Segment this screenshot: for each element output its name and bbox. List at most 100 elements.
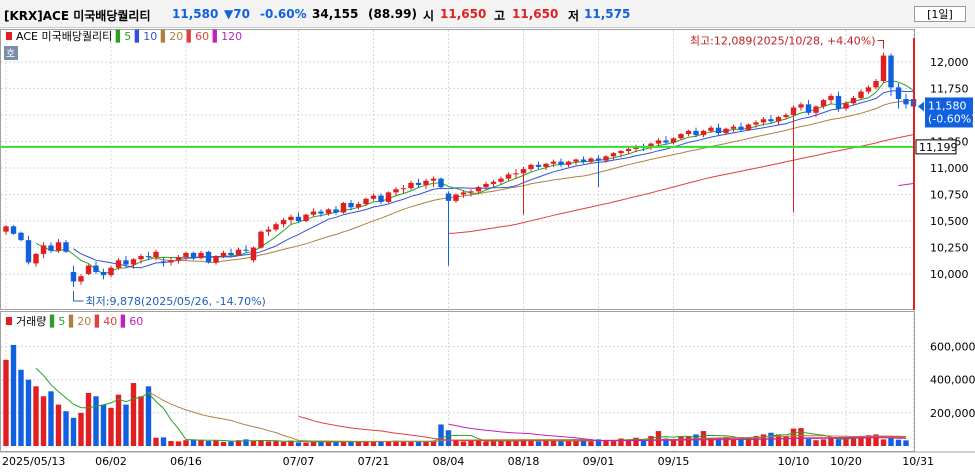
candle-body — [33, 253, 39, 264]
volume-legend-name: 거래량 — [16, 315, 46, 328]
volume-bar — [475, 440, 482, 446]
volume-bar — [123, 404, 129, 446]
volume-bar — [228, 441, 234, 446]
candle-body — [385, 192, 392, 202]
candle-body — [445, 193, 452, 201]
candle-body — [468, 191, 474, 193]
price-legend-ma: ▌20 — [157, 29, 183, 43]
volume-bar — [565, 440, 572, 446]
candle-body — [160, 261, 167, 263]
volume-bar — [760, 434, 767, 446]
volume-bar — [40, 396, 47, 446]
candle-body — [490, 181, 497, 184]
candle-body — [25, 240, 32, 263]
last-price-label: 11,580 — [928, 99, 967, 112]
candle-body — [190, 252, 197, 259]
candle-body — [70, 271, 77, 282]
candle-body — [775, 117, 782, 122]
volume-bar — [520, 439, 527, 446]
candle-body — [723, 128, 729, 133]
volume-bar — [63, 411, 69, 446]
candle-body — [663, 140, 669, 143]
volume-bar — [430, 440, 437, 446]
candle-body — [370, 195, 377, 199]
volume-bar — [3, 359, 9, 446]
candle-body — [10, 226, 17, 234]
price-axis-tick: 11,000 — [930, 162, 969, 175]
volume-bar — [168, 441, 174, 446]
candle-body — [205, 251, 212, 263]
date-axis-tick: 07/07 — [283, 455, 315, 468]
candle-body — [115, 260, 122, 268]
candle-body — [520, 169, 527, 174]
volume-bar — [78, 412, 84, 446]
hoga-button — [4, 46, 18, 60]
volume-bar — [708, 438, 714, 446]
volume-bar — [205, 441, 212, 446]
volume-bar — [745, 437, 752, 446]
open-value: 11,650 — [440, 7, 487, 21]
date-axis-tick: 10/10 — [778, 455, 810, 468]
instrument-code[interactable]: [KRX]ACE 미국배당퀄리티 — [4, 9, 151, 23]
candle-body — [78, 276, 84, 282]
volume-legend-ma: ▌5 — [46, 314, 65, 328]
candle-body — [850, 97, 857, 104]
volume-bar — [18, 369, 24, 446]
candle-body — [820, 100, 827, 107]
candle-body — [400, 188, 407, 190]
open-label: 시 — [423, 9, 435, 23]
candle-body — [790, 107, 797, 115]
price-change: ▼70 — [224, 7, 250, 21]
volume-bar — [648, 436, 654, 446]
volume-bar — [93, 396, 99, 446]
candle-body — [595, 158, 602, 161]
candle-body — [903, 99, 909, 105]
candle-body — [880, 55, 887, 82]
price-legend-swatch — [6, 32, 12, 40]
candle-body — [310, 211, 317, 215]
volume-bar — [348, 441, 354, 446]
price-axis-tick: 10,500 — [930, 215, 969, 228]
period-selector[interactable]: [1일] — [914, 6, 966, 22]
price-axis-tick: 10,250 — [930, 242, 969, 255]
volume-bar — [333, 442, 339, 446]
candle-body — [505, 174, 512, 179]
volume-bar — [828, 438, 834, 446]
candle-body — [573, 159, 579, 162]
date-axis-tick: 06/16 — [170, 455, 202, 468]
ma-line — [148, 99, 914, 264]
volume-bar — [498, 440, 504, 446]
volume-bar — [903, 440, 909, 446]
volume-bar — [535, 441, 542, 446]
volume-axis-tick: 400,000 — [930, 374, 975, 387]
volume-bar — [160, 437, 167, 446]
candle-body — [475, 187, 482, 192]
candle-body — [3, 226, 9, 232]
candle-body — [873, 81, 879, 88]
volume-bar — [685, 436, 692, 446]
volume-bar — [625, 439, 632, 446]
volume-bar — [543, 440, 549, 446]
volume-bar — [310, 441, 317, 446]
candle-body — [888, 55, 894, 88]
candle-body — [430, 178, 437, 181]
volume-bar — [108, 407, 114, 446]
candle-body — [745, 124, 752, 130]
volume-value: 34,155 — [312, 7, 359, 21]
candle-body — [588, 158, 594, 162]
volume-bar — [550, 441, 557, 446]
price-axis-tick: 12,000 — [930, 56, 969, 69]
candle-body — [858, 91, 864, 98]
candle-body — [565, 161, 572, 165]
volume-bar — [115, 394, 122, 446]
volume-bar — [895, 439, 902, 446]
volume-bar — [670, 439, 677, 446]
volume-bar — [10, 344, 17, 446]
candle-body — [55, 242, 62, 251]
price-volume-chart[interactable]: 12,00011,75011,50011,25011,00010,75010,5… — [0, 28, 975, 472]
volume-bar — [880, 439, 887, 446]
volume-bar — [70, 417, 77, 446]
volume-bar — [423, 441, 429, 446]
price-axis-tick: 10,750 — [930, 189, 969, 202]
date-axis-tick: 09/01 — [583, 455, 615, 468]
